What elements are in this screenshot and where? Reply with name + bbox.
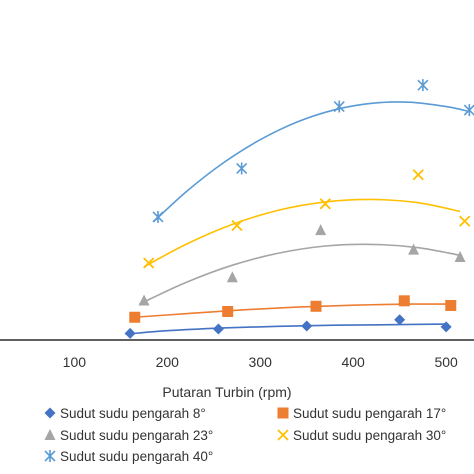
data-point-series-1-5 (440, 321, 452, 333)
trendline-series-5 (152, 101, 470, 223)
legend-marker-4 (277, 429, 289, 441)
legend-label-3: Sudut sudu pengarah 23° (60, 428, 213, 443)
legend-item-5: Sudut sudu pengarah 40° (44, 449, 213, 464)
data-point-series-3-2 (226, 271, 238, 283)
x-tick-label: 200 (156, 354, 180, 370)
data-point-series-5-2 (236, 162, 248, 175)
legend-marker-5 (44, 450, 56, 462)
data-point-series-4-1 (143, 257, 155, 269)
data-point-series-3-3 (315, 224, 327, 236)
data-point-series-4-3 (319, 198, 331, 210)
data-point-series-2-5 (445, 299, 457, 311)
data-point-series-4-4 (412, 169, 424, 181)
x-tick-label: 300 (249, 354, 273, 370)
data-point-series-5-3 (333, 100, 345, 113)
data-point-series-2-3 (310, 300, 322, 312)
data-point-series-1-1 (124, 327, 136, 339)
data-point-series-2-4 (398, 295, 410, 307)
legend-marker-3 (44, 429, 56, 440)
data-point-series-1-4 (394, 314, 406, 326)
legend-item-1: Sudut sudu pengarah 8° (44, 406, 206, 421)
data-point-series-3-5 (454, 250, 466, 262)
legend-item-3: Sudut sudu pengarah 23° (44, 428, 213, 443)
legend-marker-2 (277, 407, 289, 419)
data-point-series-1-3 (301, 320, 313, 332)
data-point-series-5-4 (417, 79, 429, 92)
data-point-series-4-2 (231, 219, 243, 232)
legend-label-4: Sudut sudu pengarah 30° (293, 428, 446, 443)
data-point-series-2-1 (129, 311, 141, 323)
trendline-series-1 (125, 323, 447, 335)
data-point-series-2-2 (222, 306, 234, 318)
x-axis: 100 200 300 400 500 (0, 339, 474, 370)
series-3 (138, 224, 466, 306)
data-point-series-3-4 (408, 243, 420, 255)
data-point-series-5-1 (152, 210, 164, 223)
data-point-series-5-5 (463, 104, 474, 117)
series-5 (152, 79, 474, 223)
legend: Sudut sudu pengarah 8° Sudut sudu pengara… (44, 406, 446, 464)
series-2 (129, 295, 457, 323)
plot-area (124, 79, 474, 339)
legend-item-4: Sudut sudu pengarah 30° (277, 428, 446, 443)
series-1 (124, 314, 452, 339)
x-tick-label: 500 (434, 354, 458, 370)
data-point-series-4-5 (459, 215, 471, 227)
legend-item-2: Sudut sudu pengarah 17° (277, 406, 446, 421)
legend-marker-1 (44, 407, 56, 419)
legend-label-2: Sudut sudu pengarah 17° (293, 406, 446, 421)
x-axis-title: Putaran Turbin (rpm) (162, 384, 291, 400)
x-tick-label: 400 (341, 354, 365, 370)
x-tick-label: 100 (63, 354, 87, 370)
series-4 (143, 169, 471, 269)
data-point-series-1-2 (212, 323, 224, 335)
legend-label-5: Sudut sudu pengarah 40° (60, 449, 213, 464)
data-point-series-3-1 (138, 294, 150, 306)
trendline-series-4 (143, 198, 461, 268)
legend-label-1: Sudut sudu pengarah 8° (60, 406, 206, 421)
